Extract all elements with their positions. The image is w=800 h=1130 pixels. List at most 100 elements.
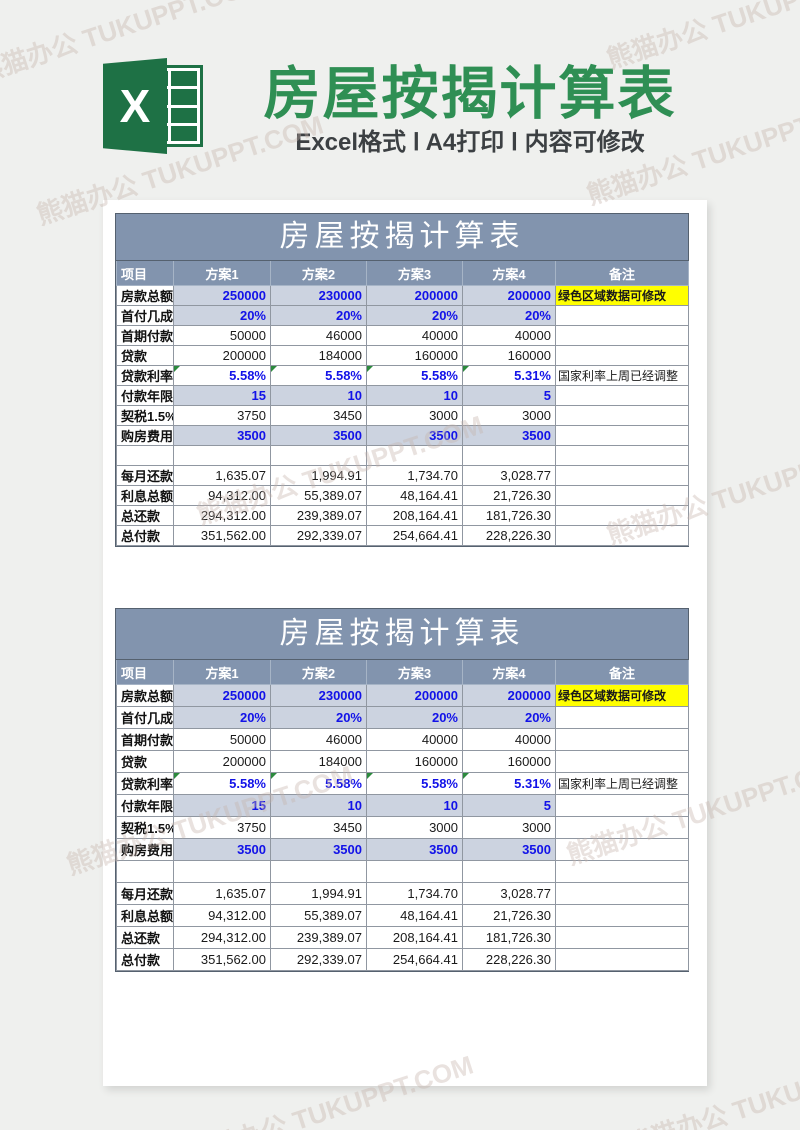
note-cell[interactable]	[555, 728, 689, 751]
note-cell[interactable]: 国家利率上周已经调整	[555, 772, 689, 795]
value-cell[interactable]: 46000	[270, 728, 367, 751]
value-cell[interactable]: 5.58%	[173, 772, 271, 795]
value-cell[interactable]	[270, 445, 367, 466]
value-cell[interactable]	[366, 445, 463, 466]
row-label-cell[interactable]: 每月还款	[116, 465, 174, 486]
note-cell[interactable]	[555, 926, 689, 949]
row-label-cell[interactable]: 首付几成	[116, 706, 174, 729]
value-cell[interactable]: 254,664.41	[366, 948, 463, 971]
value-cell[interactable]: 228,226.30	[462, 948, 556, 971]
value-cell[interactable]: 351,562.00	[173, 525, 271, 546]
value-cell[interactable]: 3000	[462, 816, 556, 839]
value-cell[interactable]: 239,389.07	[270, 926, 367, 949]
value-cell[interactable]: 250000	[173, 684, 271, 707]
row-label-cell[interactable]: 利息总额	[116, 904, 174, 927]
value-cell[interactable]: 20%	[173, 305, 271, 326]
note-cell[interactable]	[555, 838, 689, 861]
value-cell[interactable]: 15	[173, 794, 271, 817]
value-cell[interactable]: 20%	[462, 706, 556, 729]
row-label-cell[interactable]	[116, 860, 174, 883]
value-cell[interactable]: 15	[173, 385, 271, 406]
value-cell[interactable]	[173, 445, 271, 466]
value-cell[interactable]	[270, 860, 367, 883]
note-cell[interactable]	[555, 860, 689, 883]
note-cell[interactable]: 绿色区域数据可修改	[555, 684, 689, 707]
value-cell[interactable]: 292,339.07	[270, 948, 367, 971]
value-cell[interactable]: 160000	[462, 345, 556, 366]
row-label-cell[interactable]	[116, 445, 174, 466]
value-cell[interactable]: 5.58%	[270, 772, 367, 795]
value-cell[interactable]: 3500	[366, 838, 463, 861]
value-cell[interactable]	[462, 860, 556, 883]
value-cell[interactable]: 292,339.07	[270, 525, 367, 546]
note-cell[interactable]	[555, 465, 689, 486]
value-cell[interactable]: 181,726.30	[462, 505, 556, 526]
value-cell[interactable]	[366, 860, 463, 883]
note-cell[interactable]	[555, 345, 689, 366]
row-label-cell[interactable]: 总付款	[116, 948, 174, 971]
value-cell[interactable]: 20%	[366, 305, 463, 326]
value-cell[interactable]: 10	[270, 794, 367, 817]
value-cell[interactable]: 254,664.41	[366, 525, 463, 546]
value-cell[interactable]: 250000	[173, 285, 271, 306]
value-cell[interactable]: 200000	[173, 750, 271, 773]
value-cell[interactable]: 3,028.77	[462, 882, 556, 905]
row-label-cell[interactable]: 贷款利率	[116, 365, 174, 386]
value-cell[interactable]: 208,164.41	[366, 505, 463, 526]
value-cell[interactable]: 208,164.41	[366, 926, 463, 949]
value-cell[interactable]: 294,312.00	[173, 926, 271, 949]
value-cell[interactable]: 184000	[270, 345, 367, 366]
value-cell[interactable]: 1,994.91	[270, 465, 367, 486]
note-cell[interactable]	[555, 485, 689, 506]
row-label-cell[interactable]: 首期付款	[116, 325, 174, 346]
row-label-cell[interactable]: 首期付款	[116, 728, 174, 751]
row-label-cell[interactable]: 契税1.5%	[116, 405, 174, 426]
row-label-cell[interactable]: 总付款	[116, 525, 174, 546]
value-cell[interactable]: 200000	[366, 285, 463, 306]
value-cell[interactable]: 10	[366, 385, 463, 406]
note-cell[interactable]	[555, 904, 689, 927]
row-label-cell[interactable]: 购房费用	[116, 425, 174, 446]
row-label-cell[interactable]: 总还款	[116, 505, 174, 526]
value-cell[interactable]: 3,028.77	[462, 465, 556, 486]
value-cell[interactable]: 40000	[462, 325, 556, 346]
value-cell[interactable]: 351,562.00	[173, 948, 271, 971]
value-cell[interactable]: 160000	[462, 750, 556, 773]
value-cell[interactable]	[173, 860, 271, 883]
value-cell[interactable]: 160000	[366, 750, 463, 773]
row-label-cell[interactable]: 总还款	[116, 926, 174, 949]
value-cell[interactable]: 3000	[366, 405, 463, 426]
value-cell[interactable]: 200000	[462, 285, 556, 306]
row-label-cell[interactable]: 贷款利率	[116, 772, 174, 795]
row-label-cell[interactable]: 房款总额	[116, 285, 174, 306]
value-cell[interactable]: 40000	[462, 728, 556, 751]
value-cell[interactable]: 181,726.30	[462, 926, 556, 949]
note-cell[interactable]	[555, 816, 689, 839]
value-cell[interactable]: 3500	[173, 425, 271, 446]
note-cell[interactable]: 绿色区域数据可修改	[555, 285, 689, 306]
value-cell[interactable]: 20%	[270, 305, 367, 326]
value-cell[interactable]: 94,312.00	[173, 904, 271, 927]
value-cell[interactable]: 46000	[270, 325, 367, 346]
value-cell[interactable]: 239,389.07	[270, 505, 367, 526]
value-cell[interactable]: 50000	[173, 325, 271, 346]
note-cell[interactable]: 国家利率上周已经调整	[555, 365, 689, 386]
value-cell[interactable]: 5.31%	[462, 365, 556, 386]
row-label-cell[interactable]: 首付几成	[116, 305, 174, 326]
value-cell[interactable]: 3000	[366, 816, 463, 839]
value-cell[interactable]: 200000	[366, 684, 463, 707]
row-label-cell[interactable]: 每月还款	[116, 882, 174, 905]
value-cell[interactable]: 1,635.07	[173, 882, 271, 905]
value-cell[interactable]: 1,734.70	[366, 882, 463, 905]
value-cell[interactable]: 3750	[173, 816, 271, 839]
value-cell[interactable]: 20%	[173, 706, 271, 729]
value-cell[interactable]: 20%	[366, 706, 463, 729]
value-cell[interactable]: 5	[462, 385, 556, 406]
value-cell[interactable]	[462, 445, 556, 466]
value-cell[interactable]: 3000	[462, 405, 556, 426]
value-cell[interactable]: 5	[462, 794, 556, 817]
value-cell[interactable]: 1,994.91	[270, 882, 367, 905]
value-cell[interactable]: 40000	[366, 728, 463, 751]
value-cell[interactable]: 3450	[270, 405, 367, 426]
note-cell[interactable]	[555, 425, 689, 446]
